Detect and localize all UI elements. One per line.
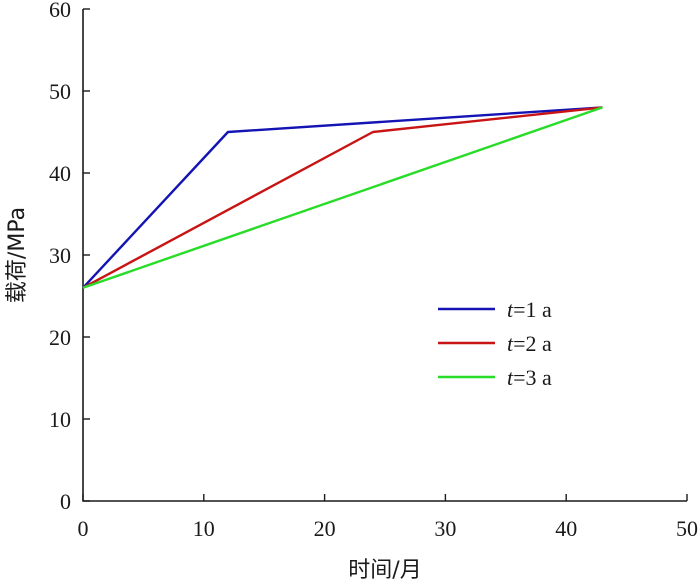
legend-label-3: t=3 a <box>507 365 552 390</box>
y-tick-label: 20 <box>49 325 71 350</box>
y-tick-label: 50 <box>49 79 71 104</box>
x-tick-label: 10 <box>193 516 215 541</box>
x-axis-title: 时间/月 <box>348 558 421 582</box>
x-tick-label: 50 <box>676 516 698 541</box>
x-tick-label: 0 <box>78 516 89 541</box>
legend-value: =3 a <box>513 365 552 390</box>
series-line-2 <box>82 106 603 289</box>
y-tick-label: 40 <box>49 161 71 186</box>
legend-variable: t <box>507 297 514 322</box>
series-line-3 <box>82 106 603 289</box>
legend: t=1 at=2 at=3 a <box>438 297 552 390</box>
legend-label-1: t=1 a <box>507 297 552 322</box>
y-tick-label: 10 <box>49 407 71 432</box>
y-tick-label: 60 <box>49 0 71 22</box>
x-tick-label: 30 <box>434 516 456 541</box>
legend-variable: t <box>507 331 514 356</box>
y-tick-label: 0 <box>60 489 71 514</box>
legend-value: =2 a <box>513 331 552 356</box>
y-tick-label: 30 <box>49 243 71 268</box>
y-axis-title: 载荷/MPa <box>5 207 30 303</box>
series-line-1 <box>82 106 603 289</box>
series-group <box>82 106 603 289</box>
legend-label-2: t=2 a <box>507 331 552 356</box>
legend-value: =1 a <box>513 297 552 322</box>
x-tick-label: 40 <box>555 516 577 541</box>
x-tick-label: 20 <box>314 516 336 541</box>
ticks: 0 10 20 30 40 50 0 10 20 30 40 50 60 <box>49 0 698 541</box>
legend-variable: t <box>507 365 514 390</box>
